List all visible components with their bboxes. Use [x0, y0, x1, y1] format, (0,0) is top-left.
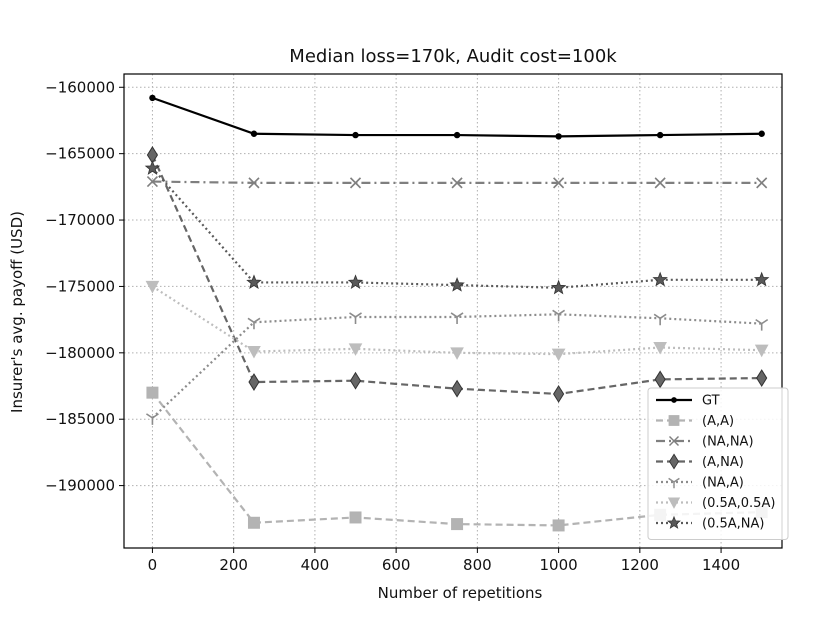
data-point: [653, 342, 667, 355]
legend: GT (A,A) (NA,NA) (A,NA) (NA,A) (0.5A,0.5A) (0.…: [647, 387, 789, 540]
series-3: [146, 146, 768, 403]
data-point: [451, 177, 463, 189]
data-point: [144, 160, 161, 175]
data-point: [248, 177, 260, 189]
y-tick-label: −170000: [45, 211, 115, 229]
data-point: [146, 386, 159, 399]
y-tick-label: −185000: [45, 410, 115, 428]
data-point: [349, 312, 362, 324]
legend-marker: [667, 515, 681, 529]
series-2: [146, 175, 768, 189]
data-point: [551, 348, 566, 362]
y-tick-label: −165000: [45, 145, 115, 163]
chart-title: Median loss=170k, Audit cost=100k: [289, 46, 617, 67]
data-point: [754, 344, 769, 358]
axis-ticks: 0 200 400 600 800 1000 1200 1400 −160000 −165000 −…: [45, 78, 740, 574]
legend-marker: [671, 397, 677, 403]
data-point: [149, 94, 156, 102]
data-point: [247, 516, 260, 529]
x-tick-label: 0: [148, 556, 158, 574]
legend-marker: [668, 435, 680, 447]
legend-label: (0.5A,NA): [702, 517, 764, 532]
grid: [124, 74, 782, 548]
data-point: [145, 280, 160, 294]
legend-marker: [668, 415, 680, 426]
data-point: [349, 511, 362, 524]
plot-frame: [123, 73, 783, 549]
x-tick-label: 1000: [540, 556, 578, 574]
series-0: [149, 94, 765, 140]
legend-item: (NA,NA): [656, 435, 754, 450]
data-point: [450, 312, 464, 324]
series-6: [144, 160, 770, 295]
data-point: [348, 343, 363, 356]
data-point: [349, 371, 362, 390]
data-point: [453, 131, 461, 139]
y-tick-label: −160000: [45, 78, 115, 96]
data-point: [247, 345, 261, 359]
data-point: [145, 413, 159, 425]
data-point: [756, 369, 768, 387]
data-point: [552, 309, 566, 322]
series-4: [145, 309, 769, 425]
data-point: [349, 177, 362, 189]
data-point: [652, 271, 668, 287]
legend-marker: [668, 477, 680, 489]
x-tick-label: 400: [301, 556, 330, 574]
data-point: [758, 130, 765, 137]
data-point: [146, 175, 158, 188]
x-tick-label: 200: [219, 556, 248, 574]
data-point: [451, 518, 464, 531]
legend-item: GT: [656, 394, 720, 409]
legend-label: (A,A): [702, 414, 734, 429]
y-tick-label: −180000: [45, 344, 115, 362]
series-5: [145, 280, 769, 362]
data-point: [553, 385, 565, 403]
data-point: [248, 373, 260, 391]
legend-label: (NA,A): [702, 476, 744, 491]
data-point: [553, 177, 565, 189]
x-tick-label: 1200: [621, 556, 659, 574]
data-point: [246, 274, 262, 290]
data-point: [656, 131, 664, 139]
data-point: [352, 131, 359, 139]
series-line: [151, 167, 762, 289]
data-point: [550, 279, 567, 295]
x-tick-label: 600: [382, 556, 411, 574]
data-point: [555, 133, 562, 140]
y-tick-label: −175000: [45, 277, 115, 295]
legend-label: GT: [702, 394, 720, 409]
legend-item: (A,NA): [656, 453, 744, 470]
x-axis-label: Number of repetitions: [378, 584, 543, 602]
data-point: [347, 274, 364, 290]
data-point: [250, 130, 258, 137]
data-point: [247, 317, 261, 330]
data-point: [756, 177, 768, 189]
legend-item: (NA,A): [656, 476, 744, 491]
data-point: [755, 318, 769, 331]
legend-item: (0.5A,NA): [656, 515, 764, 532]
data-point: [653, 313, 667, 326]
data-point: [451, 379, 463, 398]
data-point: [449, 276, 465, 292]
data-point: [654, 177, 666, 189]
legend-label: (NA,NA): [702, 435, 754, 450]
data-point: [450, 347, 464, 360]
legend-label: (0.5A,0.5A): [702, 496, 775, 511]
x-tick-label: 1400: [702, 556, 740, 574]
legend-marker: [668, 453, 680, 470]
legend-label: (A,NA): [702, 455, 744, 470]
y-axis-label: Insurer's avg. payoff (USD): [8, 211, 26, 413]
legend-marker: [667, 497, 681, 509]
y-tick-label: −190000: [45, 477, 115, 495]
data-point: [552, 519, 565, 532]
legend-item: (0.5A,0.5A): [656, 496, 775, 511]
series-line: [152, 96, 762, 138]
data-point: [654, 370, 666, 389]
data-point: [753, 271, 770, 287]
legend-item: (A,A): [656, 414, 734, 429]
x-tick-label: 800: [463, 556, 492, 574]
